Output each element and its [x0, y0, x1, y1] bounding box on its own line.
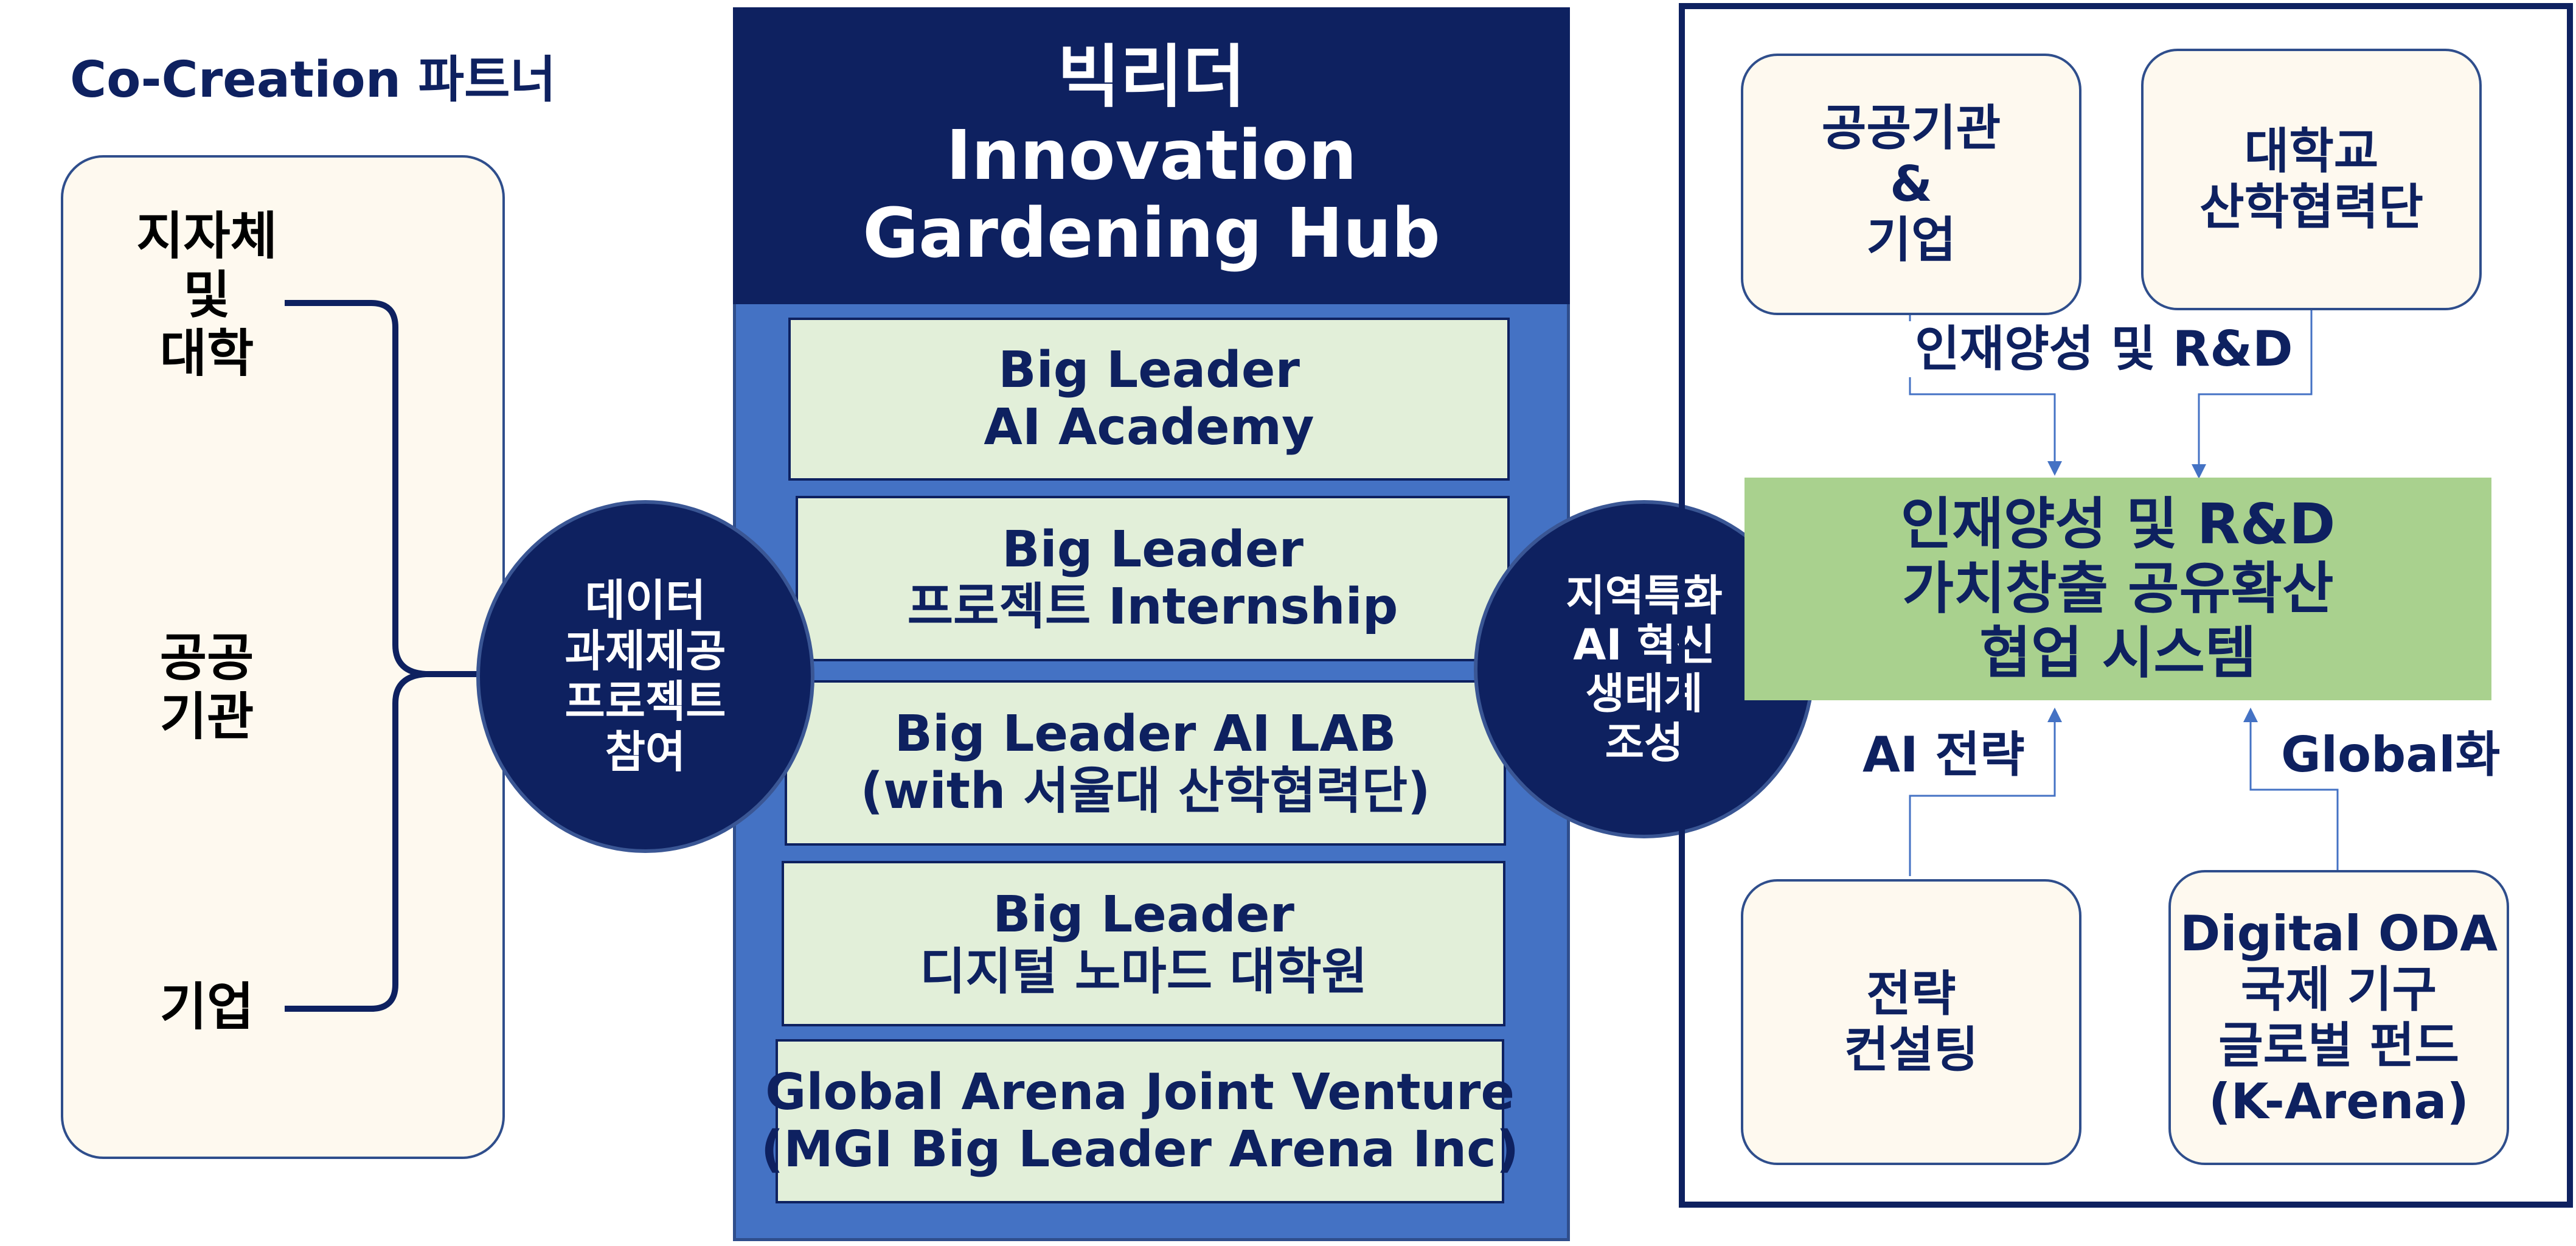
- program-project-internship: Big Leader 프로젝트 Internship: [796, 496, 1510, 661]
- label-globalization: Global화: [2281, 726, 2501, 783]
- right-connector-circle: 지역특화 AI 혁신 생태계 조성: [1474, 500, 1814, 838]
- left-connector-circle: 데이터 과제제공 프로젝트 참여: [476, 500, 814, 853]
- partner-bracket: [285, 300, 511, 1012]
- program-global-arena: Global Arena Joint Venture (MGI Big Lead…: [761, 1039, 1519, 1203]
- hub-title: 빅리더 Innovation Gardening Hub: [733, 7, 1570, 304]
- ecosystem-panel: [1679, 3, 2573, 1208]
- partner-local-government-university: 지자체 및 대학: [136, 206, 277, 384]
- program-digital-nomad: Big Leader 디지털 노마드 대학원: [782, 861, 1505, 1026]
- label-talent-rnd: 인재양성 및 R&D: [1909, 321, 2299, 377]
- collaboration-system-box: 인재양성 및 R&D 가치창출 공유확산 협업 시스템: [1745, 478, 2491, 700]
- partner-public-institution: 공공 기관: [159, 628, 254, 747]
- co-creation-title: Co-Creation 파트너: [70, 51, 556, 109]
- box-university-cooperation: 대학교 산학협력단: [2141, 49, 2482, 310]
- label-ai-strategy: AI 전략: [1863, 726, 2025, 783]
- box-public-institution-company: 공공기관 & 기업: [1741, 54, 2081, 315]
- program-ai-lab: Big Leader AI LAB (with 서울대 산학협력단): [785, 680, 1506, 846]
- box-digital-oda: Digital ODA 국제 기구 글로벌 펀드 (K-Arena): [2168, 870, 2509, 1165]
- box-strategy-consulting: 전략 컨설팅: [1741, 879, 2081, 1165]
- partner-company: 기업: [159, 976, 254, 1037]
- program-ai-academy: Big Leader AI Academy: [788, 318, 1510, 481]
- co-creation-panel: [61, 155, 505, 1159]
